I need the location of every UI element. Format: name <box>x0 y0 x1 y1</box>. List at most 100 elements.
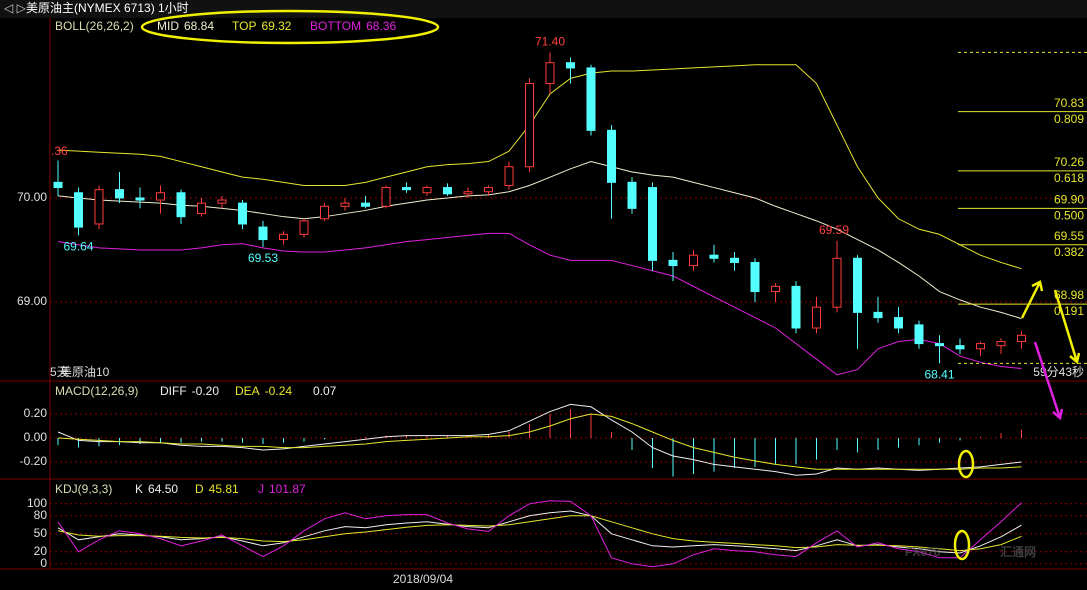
candle-body <box>135 197 145 201</box>
legend-entry: BOTTOM 68.36 <box>310 19 396 33</box>
indicator-line <box>57 500 1022 568</box>
legend-name: BOTTOM <box>310 19 361 33</box>
candle-body <box>750 261 760 293</box>
legend-entry: MID 68.84 <box>157 19 214 33</box>
candle-body <box>1017 334 1026 343</box>
legend-value: 101.87 <box>269 482 306 496</box>
fib-ratio: 0.500 <box>1054 209 1084 223</box>
candle-body <box>586 67 596 131</box>
candle-body <box>689 254 698 267</box>
candle-body <box>627 181 637 209</box>
legend-value: 69.32 <box>261 19 291 33</box>
candle-body <box>791 285 801 329</box>
candle-body <box>176 192 186 218</box>
candle-body <box>771 285 780 293</box>
candle-body <box>197 202 206 215</box>
candle-body <box>463 191 473 195</box>
candle-body <box>361 202 370 207</box>
legend-entry: DEA -0.24 <box>235 384 292 398</box>
candle-body <box>730 257 739 263</box>
price-annotation: 68.41 <box>924 368 954 382</box>
panel-name: BOLL(26,26,2) <box>55 19 134 33</box>
instrument-title[interactable]: 美原油主(NYMEX 6713) <box>26 1 155 15</box>
y-tick-label: 70.00 <box>17 190 47 204</box>
candle-body <box>894 317 903 329</box>
candle-body <box>545 62 555 85</box>
candle-body <box>935 343 944 347</box>
legend-name: J <box>258 482 264 496</box>
panel-name: KDJ(9,3,3) <box>55 482 112 496</box>
fib-price: 69.55 <box>1054 229 1084 243</box>
price-annotation: 71.40 <box>535 34 565 48</box>
candle-body <box>238 202 247 225</box>
arrow <box>1053 289 1081 365</box>
x-axis-label: 2018/09/04 <box>393 572 453 586</box>
candle-body <box>217 199 227 204</box>
watermark: FX678 <box>905 545 941 559</box>
fib-price: 68.98 <box>1054 288 1084 302</box>
candle-body <box>668 259 678 267</box>
arrows <box>1020 280 1081 421</box>
arrow <box>1020 280 1044 319</box>
fib-ratio: 0.618 <box>1054 171 1084 185</box>
candle-body <box>955 345 965 350</box>
y-tick-label: 69.00 <box>17 294 47 308</box>
plots: 69.00 70.00 71.40 69.64 69.53 69.59 68.41 70.83… <box>17 19 1087 586</box>
price-annotation: 69.53 <box>248 251 278 265</box>
highlight-ellipse <box>957 449 975 479</box>
fib-price: 70.83 <box>1054 96 1084 110</box>
fib-price: 69.90 <box>1054 193 1084 207</box>
legend-name: K <box>135 482 143 496</box>
candle-body <box>996 341 1006 347</box>
fib-ratio: 0.191 <box>1054 304 1084 318</box>
price-annotation: 69.64 <box>63 240 93 254</box>
edge-label: .36 <box>51 144 68 158</box>
nav-icons[interactable]: ◁ ▷ <box>3 1 27 15</box>
highlight-ellipse <box>953 529 971 561</box>
countdown: 59分43秒 <box>1033 365 1084 379</box>
fib-ratio: 0.382 <box>1054 245 1084 259</box>
y-tick-label: 20 <box>34 544 48 558</box>
candle-body <box>279 233 288 241</box>
indicator-line <box>57 232 1022 376</box>
candle-body <box>53 181 63 189</box>
panel-name: MACD(12,26,9) <box>55 384 138 398</box>
legend-value: 45.81 <box>209 482 239 496</box>
candle-body <box>484 187 493 193</box>
legend-value: -0.24 <box>265 384 293 398</box>
candle-body <box>525 83 534 168</box>
legend-entry: K 64.50 <box>135 482 178 496</box>
indicator-line <box>57 413 1022 470</box>
candle-body <box>94 189 104 225</box>
candle-body <box>853 257 862 313</box>
candle-body <box>976 343 985 350</box>
highlight-ellipse <box>140 9 440 45</box>
legend-name: TOP <box>232 19 256 33</box>
candle-body <box>832 257 842 308</box>
legend-value: 68.36 <box>366 19 396 33</box>
legend-name: DIFF <box>160 384 187 398</box>
footer-label: 美原油10 <box>60 365 110 379</box>
price-annotation: 69.59 <box>819 223 849 237</box>
indicator-line <box>57 161 1022 320</box>
candle-body <box>299 220 309 235</box>
y-tick-label: 100 <box>27 496 47 510</box>
legend-value: 0.07 <box>313 384 337 398</box>
candle-body <box>443 187 452 195</box>
y-tick-label: -0.20 <box>20 454 48 468</box>
candle-body <box>115 189 124 199</box>
y-tick-label: 0.00 <box>24 430 48 444</box>
candle-body <box>156 192 165 201</box>
y-tick-label: 0.20 <box>24 406 48 420</box>
candle-body <box>914 324 924 345</box>
footer-label: 5天 <box>50 365 69 379</box>
candle-body <box>607 129 616 183</box>
candle-body <box>566 62 575 69</box>
period[interactable]: 1小时 <box>158 1 189 15</box>
candle-body <box>258 226 268 241</box>
candle-body <box>402 187 411 191</box>
legend-entry: J 101.87 <box>258 482 306 496</box>
fib-ratio: 0.809 <box>1054 112 1084 126</box>
legend-entry: TOP 69.32 <box>232 19 292 33</box>
header-bar <box>0 0 1087 18</box>
